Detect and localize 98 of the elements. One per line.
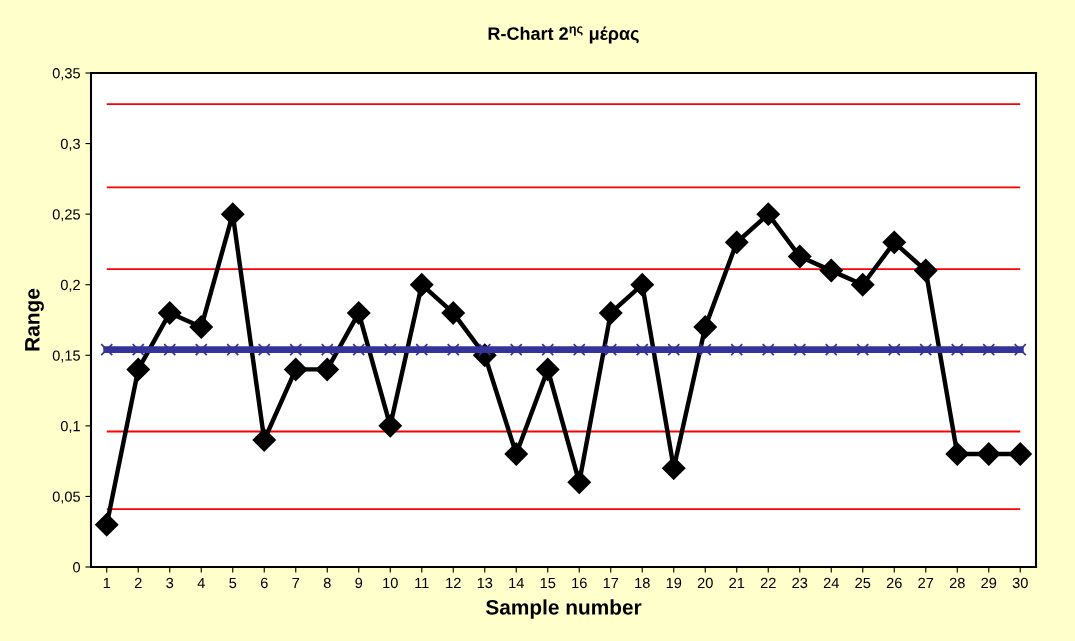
point [509,343,523,357]
point [284,357,308,382]
point [819,258,843,283]
x-tick-label: 23 [792,577,808,589]
point [793,343,807,357]
point [756,202,780,226]
point [320,343,334,357]
x-tick-label: 24 [823,577,839,588]
x-tick-label: 19 [666,577,682,589]
point [977,442,1001,466]
x-tick-label: 18 [635,577,650,589]
x-tick-label: 10 [383,577,398,589]
point [541,343,555,357]
point [441,301,465,325]
x-tick-label: 29 [981,577,997,589]
x-tick-label: 5 [229,577,237,589]
point [914,258,938,283]
x-tick-label: 28 [949,577,965,589]
y-tick-label: 0,35 [52,68,80,81]
x-tick-label: 2 [134,577,142,588]
x-tick-label: 20 [697,577,713,589]
point [378,414,402,438]
point [194,343,208,357]
point [226,343,240,357]
y-tick-label: 0,25 [52,209,80,222]
point [410,273,434,297]
x-tick-label: 13 [477,577,493,589]
x-tick-label: 17 [603,577,619,588]
point [252,428,276,452]
y-axis-title: Range [25,288,44,351]
point [851,273,875,297]
point [163,343,177,357]
point [667,343,681,357]
point [630,273,654,297]
point [221,202,245,226]
x-tick-label: 27 [918,577,934,588]
point [693,315,717,339]
point [100,343,114,357]
point [567,470,591,494]
x-tick-label: 3 [166,577,174,589]
point [257,343,271,357]
point [131,343,145,357]
y-tick-label: 0 [73,562,81,573]
point [352,343,366,357]
x-tick-label: 22 [760,577,776,588]
point [536,357,560,382]
point [788,244,812,269]
point [945,442,969,466]
x-tick-label: 11 [415,577,429,588]
y-tick-label: 0,15 [52,350,80,363]
point [856,343,870,357]
point [824,343,838,357]
point [383,343,397,357]
point [761,343,775,357]
point [572,343,586,357]
x-tick-label: 14 [509,577,524,588]
point [635,343,649,357]
x-tick-label: 25 [855,577,871,589]
point [446,343,460,357]
point [887,343,901,357]
point [1013,343,1027,357]
point [189,315,213,339]
point [504,442,528,466]
point [982,343,996,357]
x-tick-label: 7 [292,577,300,588]
x-tick-label: 15 [540,577,556,589]
chart-title: R-Chart 2$^{ης}$ μέρας [488,26,639,44]
point [289,343,303,357]
point [415,343,429,357]
x-tick-label: 9 [355,577,363,589]
point [126,357,150,382]
point [315,357,339,382]
x-tick-label: 26 [886,577,902,589]
x-tick-label: 6 [260,577,268,589]
y-tick-label: 0,3 [60,138,80,151]
x-tick-label: 4 [197,577,205,588]
x-tick-label: 8 [323,577,331,589]
point [950,343,964,357]
point [599,301,623,325]
x-tick-label: 16 [572,577,587,589]
point [882,230,906,255]
point [347,301,371,325]
point [1008,442,1032,466]
x-tick-label: 21 [729,577,745,588]
point [698,343,712,357]
y-tick-label: 0,1 [60,420,80,434]
point [725,230,749,255]
x-axis-title: Sample number [485,599,642,619]
y-tick-label: 0,05 [52,491,80,504]
x-tick-label: 12 [446,577,461,588]
point [95,513,119,537]
x-tick-label: 30 [1012,577,1028,589]
point [158,301,182,325]
point [604,343,618,357]
point [919,343,933,357]
y-tick-label: 0,2 [60,279,80,292]
point [730,343,744,357]
x-tick-label: 1 [103,577,111,588]
